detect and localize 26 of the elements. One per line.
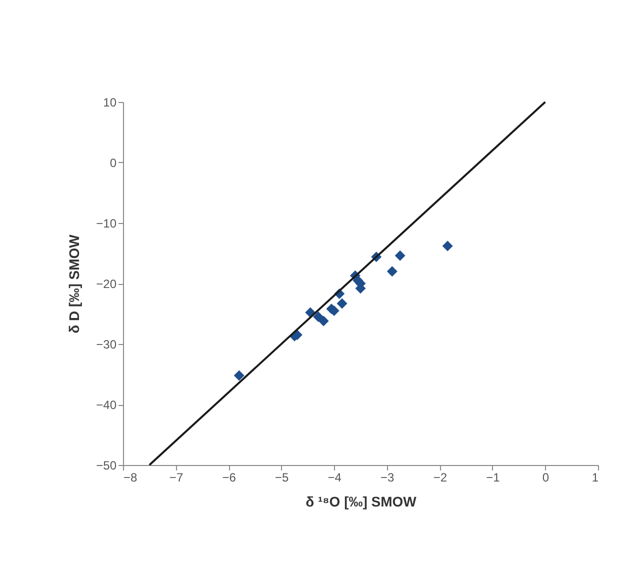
point [318, 316, 329, 326]
point [313, 312, 324, 322]
x-axis-title: δ ¹⁸O [‰] SMOW [306, 494, 418, 510]
x-tick-label: −2 [433, 470, 448, 484]
point [442, 240, 453, 252]
x-tick-label: −5 [274, 470, 289, 484]
y-tick-label: −30 [96, 338, 117, 352]
x-tick-label: −6 [222, 470, 236, 484]
y-tick-label: −50 [96, 458, 117, 472]
x-tick-label: −7 [169, 470, 184, 484]
x-tick-label: 0 [542, 470, 550, 484]
y-tick-label: −10 [96, 216, 117, 230]
point [234, 370, 244, 381]
point [394, 250, 406, 261]
y-tick-label: −20 [96, 277, 117, 291]
x-tick-label: −8 [124, 470, 138, 484]
x-tick-label: −1 [486, 470, 500, 484]
x-tick-label: 1 [592, 470, 599, 484]
point [386, 266, 398, 277]
x-tick-label: −3 [380, 470, 395, 484]
y-tick-label: 10 [103, 96, 117, 110]
point [336, 298, 348, 309]
y-axis-title: δ D [‰] SMOW [66, 234, 82, 334]
y-tick-label: 0 [110, 156, 117, 170]
y-tick-label: −40 [96, 398, 117, 412]
x-tick-label: −4 [328, 470, 342, 484]
